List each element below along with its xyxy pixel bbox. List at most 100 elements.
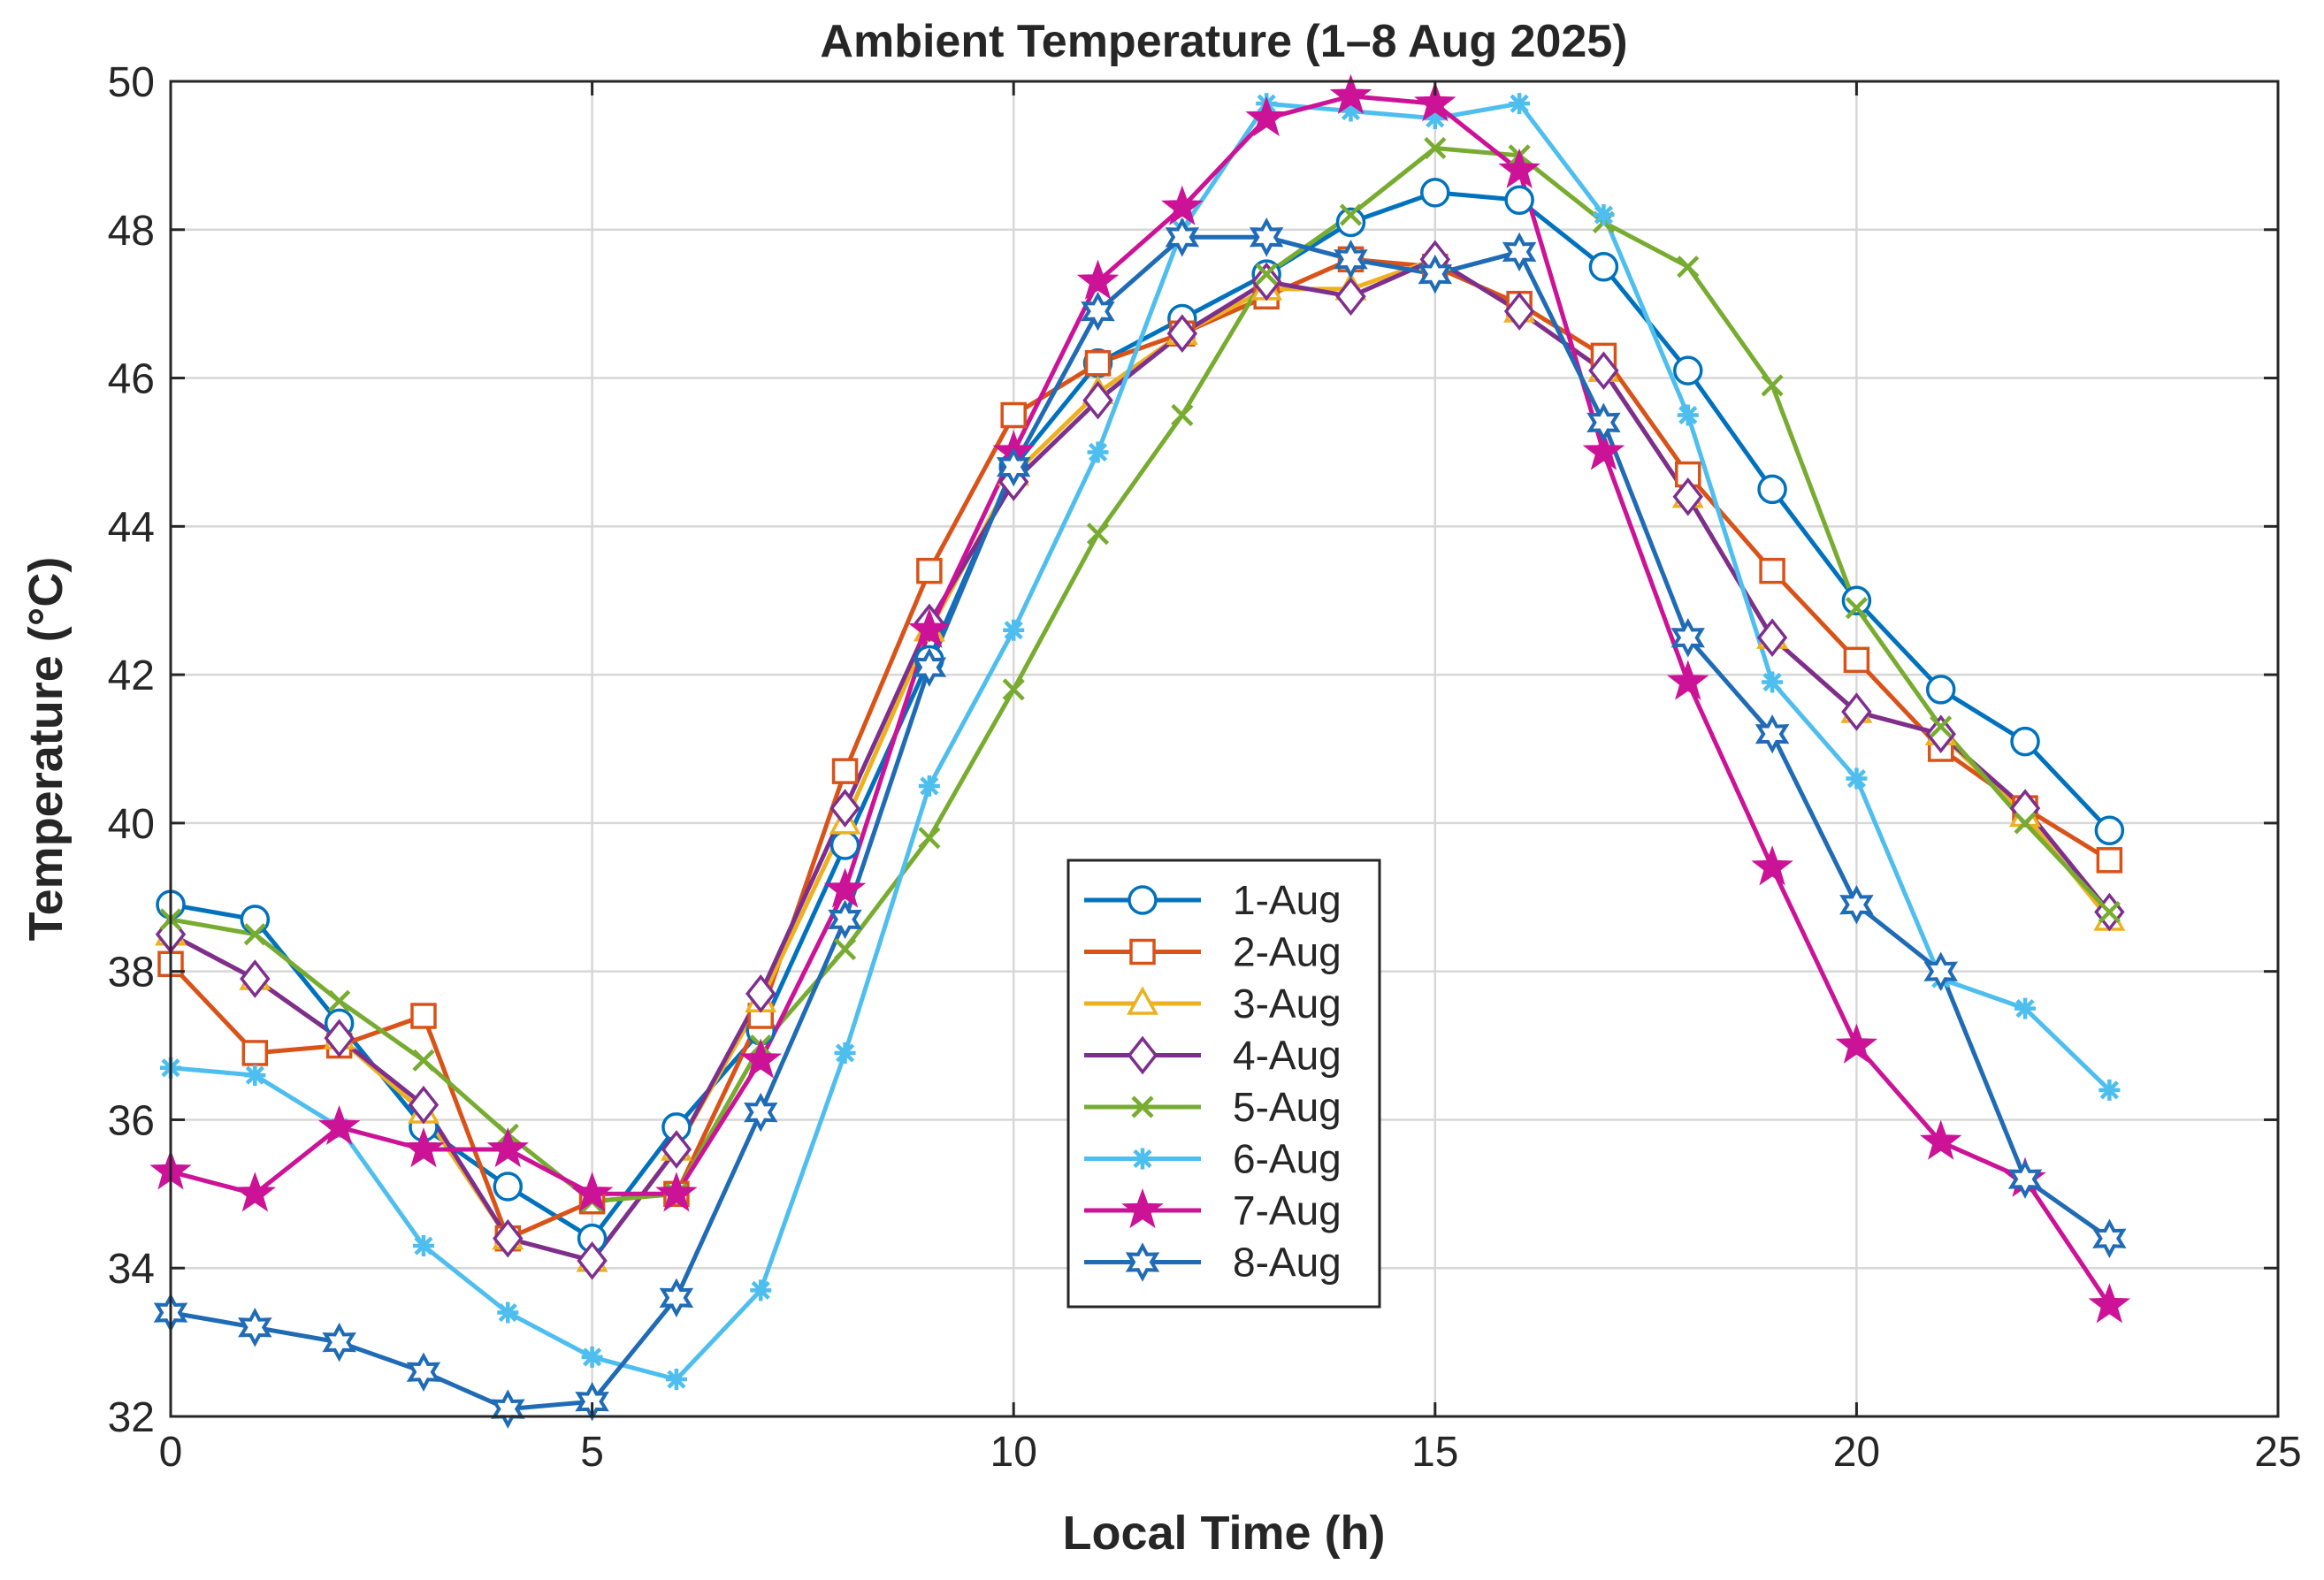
data-point (2098, 900, 2121, 924)
data-point (408, 1085, 440, 1125)
data-point (1000, 401, 1027, 429)
plot-frame (169, 80, 2280, 1418)
data-point (833, 937, 857, 961)
series-line-4-Aug (169, 256, 2112, 1263)
data-point (1245, 95, 1288, 137)
legend-item-4-Aug: 4-Aug (1084, 1033, 1342, 1079)
data-point (1418, 254, 1453, 294)
data-point (2098, 1079, 2121, 1101)
data-point (1761, 374, 1784, 397)
data-point (1677, 256, 1700, 279)
data-point (1503, 292, 1535, 331)
x-tick-label: 25 (2254, 1429, 2301, 1476)
data-point (1002, 678, 1025, 701)
y-tick-label: 38 (108, 950, 155, 996)
legend-marker (1128, 885, 1158, 915)
data-point (908, 607, 951, 649)
x-tick-label: 0 (159, 1429, 183, 1476)
data-point (1250, 262, 1282, 301)
data-point (2092, 1218, 2127, 1258)
legend-marker (1129, 938, 1156, 966)
y-tick-label: 40 (108, 801, 155, 848)
data-point (1930, 715, 1953, 738)
y-tick-label: 50 (108, 59, 155, 106)
legend-item-8-Aug: 8-Aug (1084, 1240, 1342, 1286)
data-point (1084, 350, 1112, 377)
data-point (324, 1019, 355, 1057)
data-point (244, 1065, 266, 1087)
data-point (2014, 997, 2037, 1019)
legend-label: 8-Aug (1233, 1240, 1342, 1286)
y-tick-label: 46 (108, 356, 155, 403)
data-point (493, 1172, 524, 1202)
data-point (831, 758, 859, 784)
data-point (243, 923, 266, 946)
y-tick-label: 32 (108, 1394, 155, 1441)
y-tick-label: 48 (108, 208, 155, 255)
data-point (1588, 251, 1619, 282)
x-tick-label: 10 (990, 1429, 1037, 1476)
data-point (412, 1235, 434, 1257)
data-point (1504, 185, 1534, 215)
series-line-5-Aug (170, 146, 2112, 1204)
legend: 1-Aug 2-Aug 3-Aug 4-Aug 5-Aug 6-Aug 7-Aug 8-Aug (1066, 859, 1381, 1309)
data-point (1249, 217, 1284, 257)
legend-label: 3-Aug (1233, 981, 1342, 1027)
data-point (745, 974, 776, 1013)
data-point (823, 867, 867, 908)
data-point (739, 1038, 783, 1079)
data-point (1086, 523, 1110, 546)
data-point (240, 959, 271, 998)
data-point (322, 1322, 356, 1362)
legend-label: 7-Aug (1233, 1187, 1342, 1233)
data-point (2014, 812, 2037, 835)
data-point (1751, 845, 1793, 886)
data-point (912, 647, 947, 687)
data-point (412, 1049, 435, 1072)
data-point (1666, 660, 1709, 700)
legend-marker (1125, 1242, 1160, 1282)
data-point (744, 1092, 778, 1133)
data-point (410, 1003, 437, 1029)
y-axis-label: Temperature (°C) (19, 557, 73, 942)
data-point (1923, 951, 1958, 991)
series-markers-8-Aug (153, 217, 2127, 1429)
data-point (577, 1241, 608, 1280)
data-point (497, 1301, 519, 1324)
legend-marker (1127, 986, 1158, 1015)
data-point (1003, 619, 1025, 641)
legend-item-6-Aug: 6-Aug (1084, 1136, 1342, 1182)
y-tick-label: 42 (108, 653, 155, 699)
data-point (829, 830, 860, 860)
data-point (2096, 847, 2123, 874)
data-point (829, 789, 860, 828)
data-point (1759, 557, 1785, 584)
data-point (317, 1104, 361, 1146)
data-point (1161, 185, 1204, 225)
data-point (1087, 441, 1109, 463)
data-point (1509, 93, 1531, 115)
data-point (1498, 148, 1540, 188)
data-point (402, 1127, 445, 1168)
chart-title: Ambient Temperature (1–8 Aug 2025) (820, 16, 1627, 67)
y-tick-label: 34 (108, 1246, 155, 1293)
data-point (486, 1127, 530, 1168)
data-point (750, 1279, 772, 1301)
data-point (1672, 477, 1703, 516)
data-point (1424, 107, 1446, 129)
data-point (661, 1130, 692, 1169)
data-point (916, 557, 943, 584)
data-point (570, 1172, 614, 1212)
data-point (1919, 1119, 1962, 1160)
legend-marker (1121, 1188, 1164, 1229)
data-point (834, 1042, 856, 1064)
data-point (1334, 240, 1368, 279)
data-point (1673, 355, 1703, 385)
data-point (1420, 178, 1450, 208)
series-markers-4-Aug (155, 240, 2125, 1280)
data-point (1845, 597, 1868, 620)
data-point (1925, 675, 1956, 705)
series-line-7-Aug (170, 94, 2112, 1307)
legend-item-3-Aug: 3-Aug (1084, 981, 1342, 1027)
data-point (918, 827, 941, 850)
